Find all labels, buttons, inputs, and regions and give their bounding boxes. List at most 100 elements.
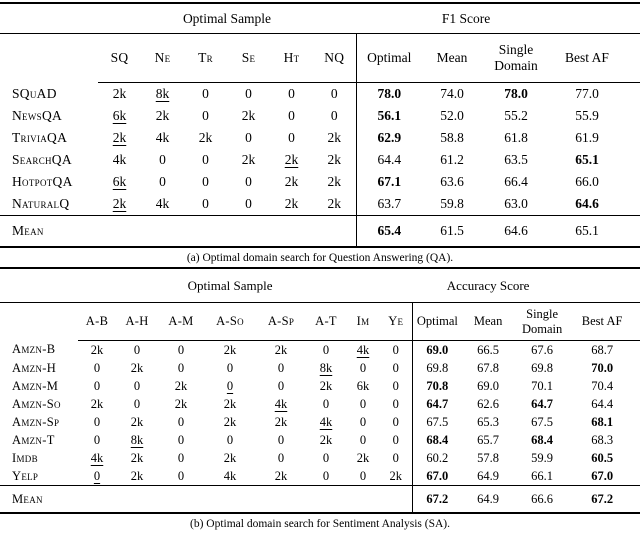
empty-cell [313,216,356,248]
sample-value: 0 [226,432,234,447]
table-block-qa: Optimal Sample F1 Score SQ Ne Tr Se Ht NQ Optima… [0,2,640,267]
score-value: 67.6 [531,342,554,357]
sample-value: 2k [90,342,104,357]
sample-cell: 2k [270,193,313,216]
score-cell: 64.6 [550,193,640,216]
empty-cell [184,216,227,248]
empty-cell [380,486,412,514]
sample-cell: 0 [306,467,346,486]
sample-value: 2k [389,468,403,483]
table-row: NewsQA 6k 2k 0 2k 0 0 56.1 52.0 55.2 55.9 [0,105,640,127]
corner-cell [0,34,98,83]
sample-value: 0 [330,108,338,123]
sample-cell: 0 [158,467,204,486]
sample-cell: 0 [380,359,412,377]
sample-cell: 8k [141,83,184,106]
empty-cell [204,486,256,514]
sample-cell: 4k [256,395,306,413]
score-cell: 67.0 [411,467,463,486]
score-value: 59.9 [531,450,554,465]
sample-cell: 2k [204,449,256,467]
sample-cell: 0 [306,395,346,413]
score-cell: 70.8 [411,377,463,395]
corner-cell [0,303,78,341]
sample-value: 0 [359,396,367,411]
score-value: 63.5 [504,152,528,167]
table-sa: Optimal Sample Accuracy Score A-B A-H A-M A-S… [0,267,640,514]
sample-cell: 0 [116,377,158,395]
sample-value: 4k [319,414,333,429]
row-label: Mean [12,223,44,238]
sample-value: 2k [223,450,237,465]
mean-row: Mean 67.2 64.9 66.6 67.2 [0,485,640,514]
score-cell: 68.3 [570,431,640,449]
sample-value: 2k [241,152,256,167]
score-cell: 65.1 [550,216,640,248]
sample-cell: 0 [313,105,356,127]
score-value: 70.4 [591,378,614,393]
score-value: 69.8 [426,360,449,375]
column-header-sample: Se [227,33,270,83]
score-cell: 66.6 [514,486,570,514]
sample-value: 2k [274,342,288,357]
sample-cell: 0 [204,431,256,449]
sample-cell: 2k [98,83,141,106]
score-value: 70.1 [531,378,554,393]
sample-value: 0 [202,174,209,189]
score-cell: 68.7 [570,341,640,360]
sample-cell: 0 [227,171,270,193]
score-cell: 60.5 [570,449,640,467]
sample-value: 0 [177,360,185,375]
sample-cell: 2k [227,105,270,127]
sample-cell: 0 [306,449,346,467]
sample-cell: 2k [98,193,141,216]
score-cell: 70.0 [570,359,640,377]
score-value: 63.0 [504,196,528,211]
score-cell: 66.5 [462,341,514,360]
score-cell: 64.6 [482,216,550,248]
score-value: 69.0 [477,378,500,393]
sample-cell: 0 [256,449,306,467]
score-cell: 70.1 [514,377,570,395]
row-label: SQuAD [12,85,57,101]
table-row: Imdb 4k 2k 0 2k 0 0 2k 0 60.2 57.8 59.9 60.5 [0,449,640,467]
sample-value: 0 [392,360,399,375]
sample-value: 0 [177,414,185,429]
sample-value: 0 [202,108,209,123]
table-block-sa: Optimal Sample Accuracy Score A-B A-H A-M A-S… [0,267,640,533]
sample-cell: 0 [204,377,256,395]
table-row: Yelp 0 2k 0 4k 2k 0 0 2k 67.0 64.9 66.1 67.0 [0,467,640,486]
table-row: SQuAD 2k 8k 0 0 0 0 78.0 74.0 78.0 77.0 [0,82,640,106]
score-value: 61.9 [575,130,599,145]
sample-value: 2k [356,450,370,465]
column-header-score: Best AF [570,302,640,341]
sample-value: 0 [177,432,185,447]
score-value: 64.7 [531,396,554,411]
score-value: 61.5 [440,223,464,238]
sample-cell: 2k [313,171,356,193]
sample-cell: 4k [98,149,141,171]
sample-cell: 2k [204,395,256,413]
score-value: 60.5 [591,450,614,465]
sample-cell: 0 [380,449,412,467]
column-header-sample: Ne [141,33,184,83]
column-header-sample: Ht [270,33,313,83]
score-cell: 69.0 [462,377,514,395]
sample-cell: 2k [78,395,116,413]
row-label: Amzn-So [12,396,61,411]
sample-value: 0 [322,396,330,411]
score-value: 67.5 [531,414,554,429]
corner-cell [0,3,98,34]
sample-cell: 0 [158,449,204,467]
sample-value: 0 [177,450,185,465]
sample-value: 0 [277,360,285,375]
sample-value: 2k [112,130,127,145]
row-label: Imdb [12,450,38,465]
sample-cell: 0 [380,395,412,413]
score-cell: 56.1 [355,105,422,127]
score-cell: 58.8 [422,127,482,149]
table-qa: Optimal Sample F1 Score SQ Ne Tr Se Ht NQ Optima… [0,2,640,248]
column-header-sample: SQ [98,33,141,83]
sample-value: 2k [130,468,144,483]
